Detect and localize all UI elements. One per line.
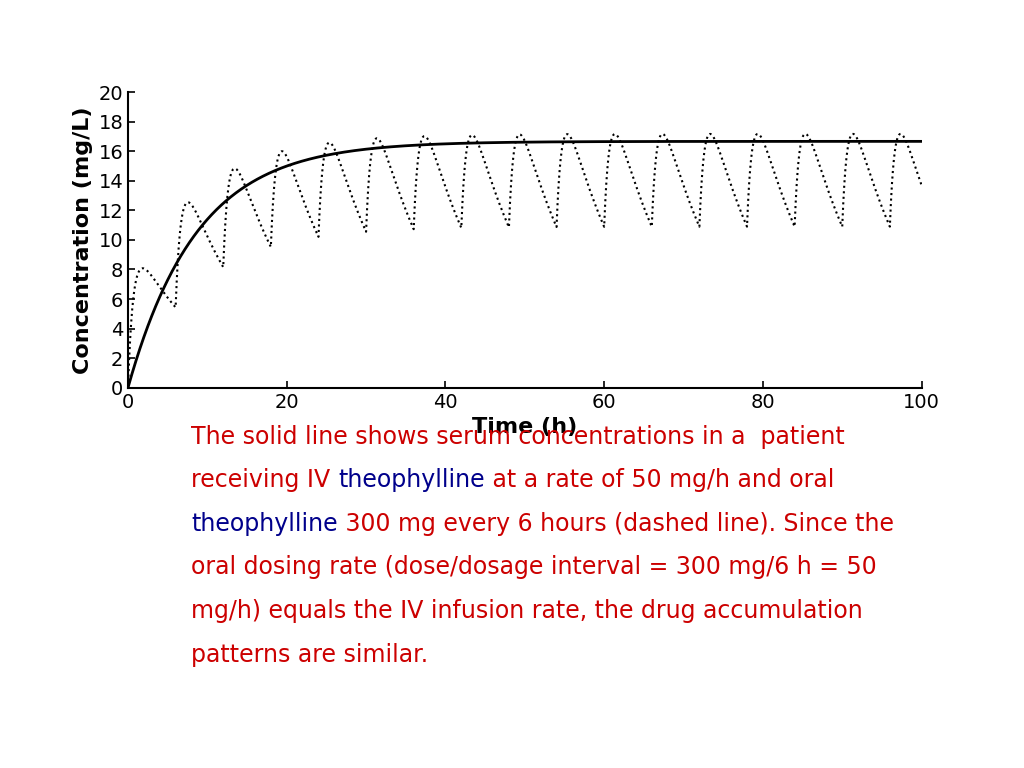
- X-axis label: Time (h): Time (h): [472, 417, 578, 437]
- Text: patterns are similar.: patterns are similar.: [191, 643, 429, 667]
- Text: oral dosing rate (dose/dosage interval = 300 mg/6 h = 50: oral dosing rate (dose/dosage interval =…: [191, 555, 878, 580]
- Y-axis label: Concentration (mg/L): Concentration (mg/L): [73, 106, 93, 374]
- Text: 300 mg every 6 hours (dashed line). Since the: 300 mg every 6 hours (dashed line). Sinc…: [338, 511, 894, 536]
- Text: The solid line shows serum concentrations in a  patient: The solid line shows serum concentration…: [191, 425, 845, 449]
- Text: receiving IV: receiving IV: [191, 468, 338, 492]
- Text: theophylline: theophylline: [191, 511, 338, 536]
- Text: at a rate of 50 mg/h and oral: at a rate of 50 mg/h and oral: [484, 468, 835, 492]
- Text: mg/h) equals the IV infusion rate, the drug accumulation: mg/h) equals the IV infusion rate, the d…: [191, 599, 863, 623]
- Text: theophylline: theophylline: [338, 468, 484, 492]
